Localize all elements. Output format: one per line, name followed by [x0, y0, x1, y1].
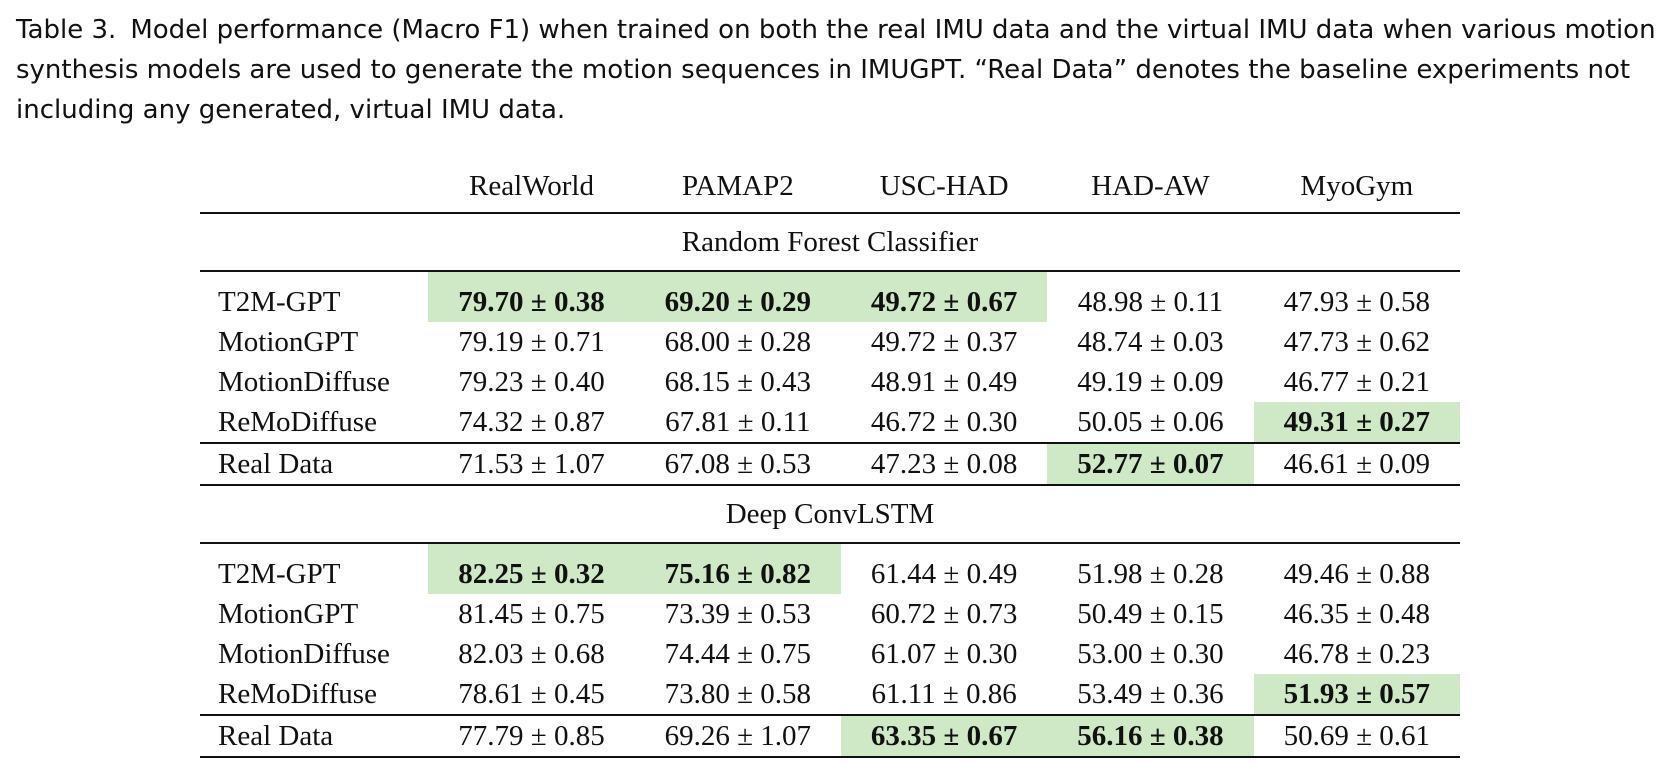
score-cell: 60.72 ± 0.73: [870, 597, 1018, 630]
score-cell: 48.91 ± 0.49: [870, 365, 1018, 398]
score-cell: 67.81 ± 0.11: [665, 405, 811, 438]
header-row: RealWorld PAMAP2 USC-HAD HAD-AW MyoGym: [200, 160, 1460, 214]
score-cell: 50.69 ± 0.61: [1253, 714, 1460, 758]
header-cell-myogym: MyoGym: [1253, 160, 1460, 214]
header-cell-had-aw: HAD-AW: [1047, 160, 1254, 214]
score-cell: 48.74 ± 0.03: [1077, 325, 1224, 358]
score-cell: 48.98 ± 0.11: [1077, 285, 1224, 318]
score-cell: 67.08 ± 0.53: [634, 442, 841, 486]
best-score-cell: 56.16 ± 0.38: [1047, 714, 1254, 758]
model-name-cell: ReMoDiffuse: [218, 677, 377, 710]
table-row: MotionGPT 81.45 ± 0.75 73.39 ± 0.53 60.72 ±…: [200, 594, 1460, 634]
score-cell: 46.72 ± 0.30: [870, 405, 1018, 438]
score-cell: 68.15 ± 0.43: [664, 365, 812, 398]
score-cell: 74.44 ± 0.75: [664, 637, 812, 670]
best-score-cell: 82.25 ± 0.32: [428, 543, 635, 594]
score-cell: 50.49 ± 0.15: [1077, 597, 1224, 630]
header-cell-empty: [200, 160, 429, 214]
table-caption: Table 3. Model performance (Macro F1) whe…: [16, 10, 1656, 130]
score-cell: 50.05 ± 0.06: [1077, 405, 1224, 438]
model-name-cell: T2M-GPT: [218, 557, 341, 590]
score-cell: 51.98 ± 0.28: [1077, 557, 1224, 590]
score-cell: 69.26 ± 1.07: [634, 714, 841, 758]
score-cell: 49.19 ± 0.09: [1077, 365, 1224, 398]
best-score-cell: 69.20 ± 0.29: [634, 271, 841, 322]
best-score-cell: 52.77 ± 0.07: [1047, 442, 1254, 486]
table-row: MotionGPT 79.19 ± 0.71 68.00 ± 0.28 49.72 ±…: [200, 322, 1460, 362]
score-cell: 47.23 ± 0.08: [840, 442, 1048, 486]
score-cell: 79.23 ± 0.40: [458, 365, 605, 398]
table-row: T2M-GPT 79.70 ± 0.38 69.20 ± 0.29 49.72 ± 0…: [200, 271, 1460, 322]
caption-label: Table 3.: [16, 15, 117, 45]
header-cell-usc-had: USC-HAD: [840, 160, 1048, 214]
score-cell: 77.79 ± 0.85: [428, 714, 635, 758]
table-row: T2M-GPT 82.25 ± 0.32 75.16 ± 0.82 61.44 ± 0…: [200, 543, 1460, 594]
model-name-cell: ReMoDiffuse: [218, 405, 377, 438]
score-cell: 46.61 ± 0.09: [1253, 442, 1460, 486]
section-header-row: Deep ConvLSTM: [200, 485, 1460, 544]
score-cell: 68.00 ± 0.28: [664, 325, 812, 358]
header-cell-realworld: RealWorld: [428, 160, 635, 214]
score-cell: 71.53 ± 1.07: [428, 442, 635, 486]
score-cell: 82.03 ± 0.68: [458, 637, 605, 670]
table-row: ReMoDiffuse 74.32 ± 0.87 67.81 ± 0.11 46.72…: [200, 402, 1460, 443]
table-body: Random Forest Classifier T2M-GPT 79.70 ± 0…: [200, 213, 1460, 758]
model-name-cell: MotionGPT: [218, 597, 359, 630]
score-cell: 49.72 ± 0.37: [870, 325, 1018, 358]
results-table-container: RealWorld PAMAP2 USC-HAD HAD-AW MyoGym R…: [200, 160, 1460, 758]
score-cell: 73.39 ± 0.53: [664, 597, 812, 630]
model-name-cell: T2M-GPT: [218, 285, 341, 318]
table-row: MotionDiffuse 79.23 ± 0.40 68.15 ± 0.43 48.…: [200, 362, 1460, 402]
table-row: ReMoDiffuse 78.61 ± 0.45 73.80 ± 0.58 61.11…: [200, 674, 1460, 715]
score-cell: 53.49 ± 0.36: [1077, 677, 1224, 710]
score-cell: 81.45 ± 0.75: [458, 597, 605, 630]
score-cell: 47.73 ± 0.62: [1283, 325, 1431, 358]
best-score-cell: 51.93 ± 0.57: [1253, 674, 1460, 715]
results-table: RealWorld PAMAP2 USC-HAD HAD-AW MyoGym R…: [200, 160, 1460, 758]
model-name-cell: MotionGPT: [218, 325, 359, 358]
section-title: Deep ConvLSTM: [200, 485, 1460, 544]
score-cell: 47.93 ± 0.58: [1283, 285, 1431, 318]
score-cell: 61.44 ± 0.49: [870, 557, 1018, 590]
caption-text: Model performance (Macro F1) when traine…: [16, 15, 1656, 125]
score-cell: 61.07 ± 0.30: [870, 637, 1018, 670]
score-cell: 74.32 ± 0.87: [458, 405, 605, 438]
model-name-cell: Real Data: [200, 714, 429, 758]
best-score-cell: 49.72 ± 0.67: [840, 271, 1048, 322]
section-title: Random Forest Classifier: [200, 213, 1460, 272]
score-cell: 78.61 ± 0.45: [458, 677, 605, 710]
best-score-cell: 79.70 ± 0.38: [428, 271, 635, 322]
best-score-cell: 49.31 ± 0.27: [1253, 402, 1460, 443]
score-cell: 46.77 ± 0.21: [1283, 365, 1431, 398]
score-cell: 46.78 ± 0.23: [1283, 637, 1431, 670]
score-cell: 73.80 ± 0.58: [664, 677, 812, 710]
score-cell: 53.00 ± 0.30: [1077, 637, 1224, 670]
score-cell: 49.46 ± 0.88: [1283, 557, 1431, 590]
score-cell: 46.35 ± 0.48: [1283, 597, 1431, 630]
table-row: Real Data 77.79 ± 0.85 69.26 ± 1.07 63.35 ±…: [200, 714, 1460, 758]
best-score-cell: 75.16 ± 0.82: [634, 543, 841, 594]
table-row: MotionDiffuse 82.03 ± 0.68 74.44 ± 0.75 61.…: [200, 634, 1460, 674]
section-header-row: Random Forest Classifier: [200, 213, 1460, 272]
best-score-cell: 63.35 ± 0.67: [840, 714, 1048, 758]
model-name-cell: MotionDiffuse: [218, 637, 390, 670]
model-name-cell: MotionDiffuse: [218, 365, 390, 398]
score-cell: 61.11 ± 0.86: [871, 677, 1017, 710]
model-name-cell: Real Data: [200, 442, 429, 486]
header-cell-pamap2: PAMAP2: [634, 160, 841, 214]
table-row: Real Data 71.53 ± 1.07 67.08 ± 0.53 47.23 ±…: [200, 442, 1460, 486]
score-cell: 79.19 ± 0.71: [458, 325, 605, 358]
